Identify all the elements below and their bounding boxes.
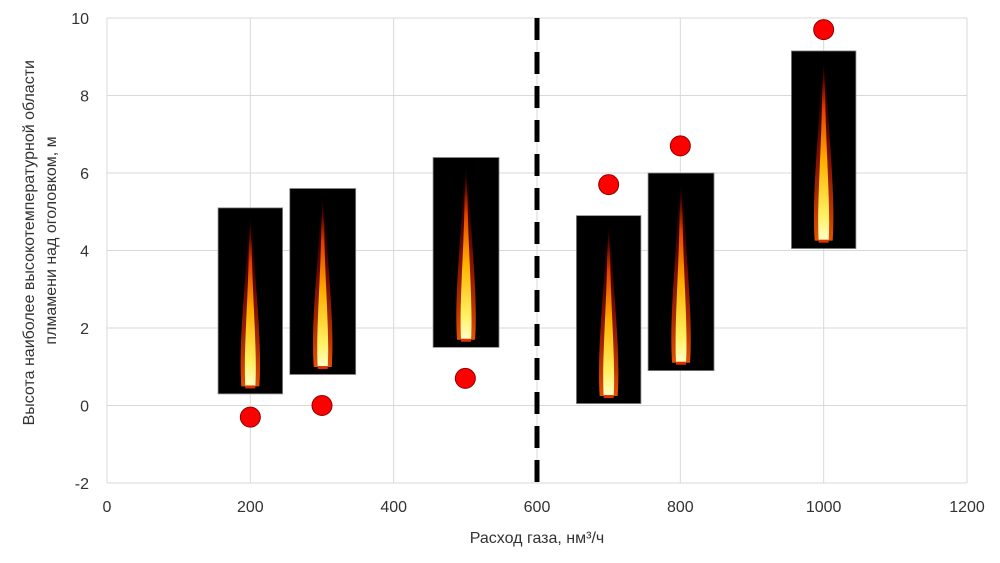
- flame-image-4: [576, 215, 642, 404]
- data-point-1: [239, 406, 261, 428]
- flame-core: [603, 228, 615, 397]
- flame-core: [460, 170, 472, 340]
- data-point-2: [311, 395, 333, 416]
- burner-nozzle: [245, 385, 256, 389]
- y-tick-label-0: -2: [75, 476, 89, 493]
- burner-nozzle: [461, 338, 472, 342]
- y-axis-title-line-1: Высота наиболее высокотемпературной обла…: [21, 60, 38, 425]
- y-tick-label-1: 0: [80, 399, 89, 416]
- y-axis-ticks: -2 0 2 4 6 8 10: [71, 11, 89, 493]
- y-tick-label-5: 8: [80, 89, 89, 106]
- y-axis-title-line-2: плмамени над оголовком, м: [43, 136, 60, 344]
- y-tick-label-2: 2: [80, 321, 89, 338]
- burner-nozzle: [818, 239, 829, 243]
- flame-image-2: [289, 188, 357, 375]
- flame-image-5: [647, 172, 715, 372]
- data-point-5: [669, 135, 691, 157]
- flame-image-3: [432, 157, 500, 348]
- flame-core: [818, 64, 830, 241]
- flame-core: [675, 186, 687, 363]
- x-axis-ticks: 0 200 400 600 800 1000 1200: [103, 499, 985, 516]
- y-tick-label-3: 4: [80, 244, 89, 261]
- x-tick-label-2: 400: [380, 499, 407, 516]
- y-tick-label-6: 10: [71, 11, 89, 28]
- flame-image-6: [791, 50, 857, 249]
- burner-nozzle: [317, 366, 328, 370]
- data-point-4: [598, 174, 620, 196]
- x-tick-label-0: 0: [103, 499, 112, 516]
- data-point-6: [813, 19, 835, 41]
- flame-images: [217, 50, 857, 404]
- x-tick-label-6: 1200: [949, 499, 985, 516]
- burner-nozzle: [676, 361, 687, 365]
- flame-core: [244, 220, 256, 387]
- x-tick-label-1: 200: [237, 499, 264, 516]
- x-tick-label-4: 800: [667, 499, 694, 516]
- y-tick-label-4: 6: [80, 166, 89, 183]
- flame-image-1: [217, 207, 283, 395]
- data-points: [239, 19, 835, 428]
- flame-core: [317, 200, 329, 368]
- x-tick-label-5: 1000: [806, 499, 842, 516]
- burner-nozzle: [603, 395, 614, 399]
- y-axis-title: Высота наиболее высокотемпературной обла…: [21, 56, 60, 426]
- data-point-3: [454, 367, 476, 389]
- x-axis-title: Расход газа, нм³/ч: [470, 530, 604, 547]
- x-tick-label-3: 600: [524, 499, 551, 516]
